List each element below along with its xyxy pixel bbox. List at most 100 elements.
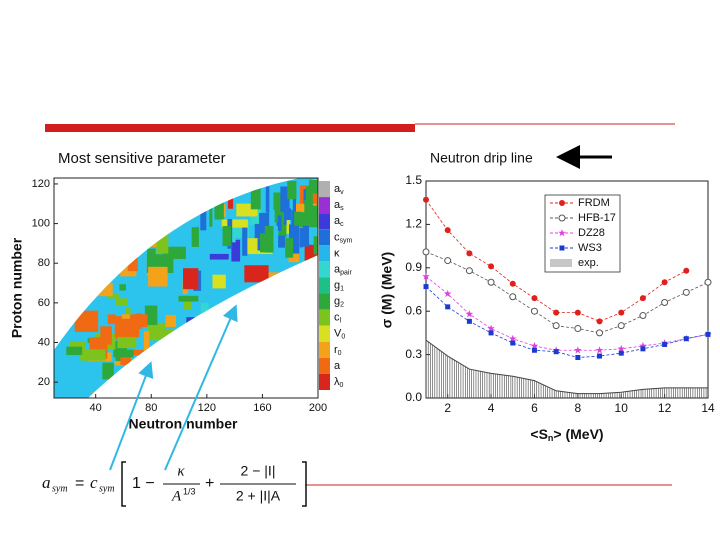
heat-patch	[229, 380, 237, 389]
heat-patch	[288, 224, 300, 254]
colorbar-swatch	[319, 197, 330, 214]
heat-patch	[278, 373, 302, 392]
colorbar-label: a	[334, 360, 341, 372]
colorbar-label: cl	[334, 312, 342, 325]
heat-patch	[203, 181, 214, 197]
x-axis-label: <Sn> (MeV)	[530, 426, 603, 444]
heat-patch	[146, 221, 159, 235]
heat-patch	[97, 178, 117, 184]
colorbar-label: csym	[334, 231, 353, 244]
marker	[444, 257, 452, 265]
legend-label: DZ28	[578, 227, 605, 239]
marker	[618, 350, 624, 356]
marker	[531, 347, 537, 353]
marker	[488, 263, 495, 270]
heat-patch	[209, 205, 213, 227]
heat-patch	[114, 360, 124, 366]
marker	[617, 322, 625, 330]
heat-patch	[155, 351, 164, 371]
y-tick-label: 1.2	[405, 217, 422, 231]
marker	[443, 289, 452, 298]
y-tick-label: 120	[32, 178, 50, 190]
y-tick-label: 40	[38, 336, 50, 348]
heat-patch	[75, 193, 85, 203]
heat-patch	[68, 234, 85, 249]
heat-patch	[178, 295, 199, 302]
heat-patch	[147, 322, 166, 341]
heat-patch	[254, 321, 263, 330]
marker	[704, 278, 712, 286]
heat-patch	[265, 345, 289, 363]
marker	[509, 293, 517, 301]
heat-patch	[115, 298, 128, 306]
marker	[559, 245, 565, 251]
marker	[661, 299, 669, 307]
heat-patch	[241, 347, 263, 365]
colorbar-label: g2	[334, 295, 344, 308]
heat-patch	[264, 225, 274, 253]
colorbar-label: g1	[334, 279, 344, 292]
heat-patch	[259, 212, 270, 233]
heat-patch	[148, 266, 168, 287]
colorbar-swatch	[319, 373, 330, 390]
colorbar-sub: c	[340, 221, 344, 228]
marker	[683, 267, 690, 274]
colorbar-base: a	[334, 360, 341, 372]
colorbar-base: V	[334, 328, 342, 340]
marker	[487, 278, 495, 286]
colorbar-label: av	[334, 183, 344, 196]
legend-label: FRDM	[578, 197, 610, 209]
x-label-sub: n	[548, 433, 554, 443]
marker	[509, 334, 517, 342]
heat-patch	[308, 179, 318, 194]
x-tick-label: 10	[615, 401, 629, 415]
heat-patch	[144, 305, 158, 326]
heat-patch	[304, 199, 313, 221]
heat-patch	[66, 346, 83, 356]
heat-patch	[292, 196, 297, 214]
colorbar-label: V0	[334, 328, 345, 341]
heat-patch	[121, 314, 130, 319]
right-caption: Neutron drip line	[430, 150, 533, 166]
heat-patch	[165, 314, 177, 327]
heat-patch	[284, 208, 292, 221]
heat-patch	[200, 302, 209, 314]
heat-patch	[143, 331, 150, 352]
colorbar-base: g	[334, 295, 340, 307]
marker	[617, 344, 625, 352]
heat-patch	[207, 347, 235, 368]
x-tick-label: 6	[531, 401, 538, 415]
heat-patch	[175, 368, 183, 382]
marker	[465, 310, 474, 318]
heat-patch	[120, 266, 137, 277]
marker	[558, 229, 566, 237]
heat-patch	[250, 294, 267, 309]
heat-patch	[127, 253, 138, 272]
heat-patch	[80, 349, 106, 361]
heat-patch	[232, 297, 243, 307]
heat-patch	[183, 301, 192, 310]
heat-patch	[113, 349, 134, 358]
heat-patch	[81, 267, 92, 279]
colorbar-label: κ	[334, 247, 340, 259]
marker	[596, 329, 604, 337]
heat-patch	[278, 235, 285, 248]
heat-patch	[155, 377, 177, 397]
colorbar-swatch	[319, 309, 330, 326]
colorbar-swatch	[319, 261, 330, 278]
legend-label: HFB-17	[578, 212, 616, 224]
marker	[639, 295, 646, 302]
legend-label: exp.	[578, 257, 599, 269]
marker	[530, 307, 538, 315]
x-tick-label: 12	[658, 401, 672, 415]
marker	[553, 349, 559, 355]
marker	[553, 309, 560, 316]
formula-part: a	[42, 473, 51, 492]
heat-patch	[189, 185, 204, 194]
y-tick-label: 80	[38, 257, 50, 269]
heat-patch	[162, 246, 186, 260]
colorbar-label: r0	[334, 344, 342, 357]
formula-part: sym	[99, 483, 115, 494]
